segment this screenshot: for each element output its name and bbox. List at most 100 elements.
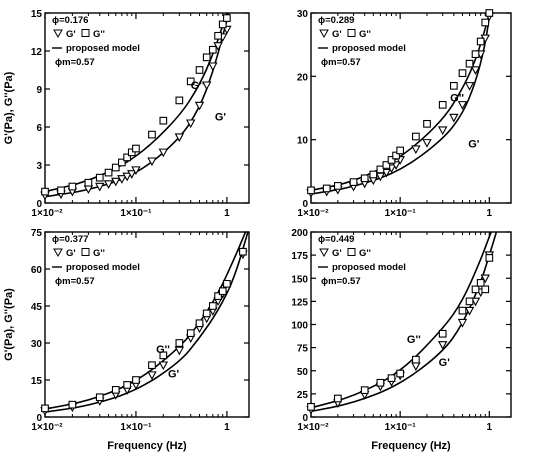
legend-model-label: proposed model: [66, 262, 140, 273]
gpp-point: [392, 151, 400, 160]
gpp-point: [175, 339, 184, 347]
gpp-point: [95, 173, 104, 182]
gpp-point: [333, 394, 342, 403]
legend-square-icon: [347, 248, 356, 256]
gp-point: [174, 346, 185, 356]
gpp-curve-label: G'': [156, 344, 170, 356]
gpp-point: [218, 287, 227, 296]
gp-point: [158, 361, 169, 371]
x-tick-label: 1: [224, 208, 230, 219]
x-tick-label: 1×10⁻²: [297, 422, 329, 433]
gpp-point: [41, 187, 49, 196]
y-tick-label: 150: [291, 274, 308, 285]
gpp-point: [68, 400, 77, 409]
y-tick-label: 9: [36, 85, 42, 96]
gp-point: [147, 371, 157, 381]
legend-triangle-icon: [53, 29, 63, 39]
gpp-point: [438, 329, 447, 338]
gpp-point: [95, 393, 104, 402]
gpp-point: [159, 116, 168, 125]
y-tick-label: 15: [31, 9, 43, 20]
legend-model-label: proposed model: [332, 262, 406, 273]
gpp-point: [485, 254, 494, 262]
gpp-point: [195, 319, 204, 328]
gpp-point: [57, 186, 65, 195]
model-curve-0: [45, 232, 249, 413]
legend-gpp-label: G'': [93, 248, 105, 259]
gpp-point: [485, 9, 494, 17]
gpp-point: [458, 69, 467, 78]
gpp-point: [148, 130, 156, 139]
gpp-point: [307, 186, 315, 195]
gpp-point: [186, 329, 195, 337]
gp-point: [201, 81, 212, 91]
phi-m-label: ϕm=0.57: [55, 57, 95, 68]
gpp-point: [104, 168, 113, 177]
y-tick-label: 30: [31, 339, 43, 350]
x-tick-label: 1×10⁻¹: [120, 422, 152, 433]
y-tick-label: 60: [31, 265, 43, 276]
y-tick-label: 0: [302, 199, 308, 210]
x-tick-label: 1×10⁻²: [31, 422, 63, 433]
gpp-point: [307, 402, 315, 411]
phi-label: ϕ=0.176: [52, 15, 88, 26]
gpp-point: [208, 302, 217, 310]
gp-point: [470, 66, 481, 75]
legend-triangle-icon: [319, 248, 329, 258]
x-tick-label: 1×10⁻¹: [385, 422, 417, 433]
y-axis-label: G'(Pa), G''(Pa): [3, 288, 15, 361]
y-tick-label: 15: [31, 376, 43, 387]
gp-point: [457, 101, 468, 110]
x-tick-label: 1: [487, 422, 493, 433]
gpp-point: [123, 153, 131, 162]
y-tick-label: 25: [297, 390, 309, 401]
gp-point: [422, 139, 432, 148]
legend-gpp-label: G'': [359, 29, 371, 40]
gp-point: [131, 166, 141, 176]
x-tick-label: 1: [224, 422, 230, 433]
gp-point: [457, 318, 468, 328]
gpp-point: [148, 361, 156, 370]
gpp-point: [333, 182, 342, 190]
gp-point: [111, 177, 121, 187]
y-tick-label: 30: [297, 9, 309, 20]
y-tick-label: 75: [31, 228, 43, 239]
gpp-point: [412, 355, 420, 364]
gp-point: [411, 362, 421, 372]
gpp-point: [202, 53, 211, 62]
phi-label: ϕ=0.449: [318, 234, 354, 245]
gpp-point: [118, 158, 126, 167]
gpp-point: [322, 184, 331, 193]
gpp-point: [223, 14, 231, 22]
gpp-point: [223, 279, 231, 288]
gp-point: [127, 170, 137, 179]
y-tick-label: 3: [36, 161, 42, 172]
gpp-point: [449, 81, 458, 90]
gp-point: [449, 113, 459, 123]
gpp-point: [132, 376, 140, 384]
gpp-point: [349, 178, 358, 186]
gpp-point: [132, 144, 140, 153]
gp-point: [437, 341, 448, 350]
gp-point: [208, 62, 218, 72]
gpp-point: [186, 77, 195, 86]
gpp-point: [476, 37, 485, 46]
gpp-point: [376, 378, 385, 387]
gpp-point: [111, 386, 120, 394]
gp-point: [464, 306, 475, 316]
x-tick-label: 1×10⁻¹: [120, 208, 152, 219]
gpp-point: [41, 404, 49, 413]
gpp-curve-label: G'': [450, 93, 464, 105]
gp-point: [147, 157, 157, 167]
gpp-point: [471, 50, 480, 59]
gp-curve-label: G': [215, 112, 227, 124]
y-tick-label: 75: [297, 344, 309, 355]
gpp-point: [438, 100, 447, 109]
legend-gpp-label: G'': [93, 29, 105, 40]
x-tick-label: 1×10⁻¹: [385, 208, 417, 219]
gpp-point: [360, 386, 369, 395]
gpp-point: [214, 292, 222, 300]
phi-m-label: ϕm=0.57: [321, 57, 361, 68]
gpp-point: [84, 178, 93, 187]
gp-point: [95, 182, 105, 192]
